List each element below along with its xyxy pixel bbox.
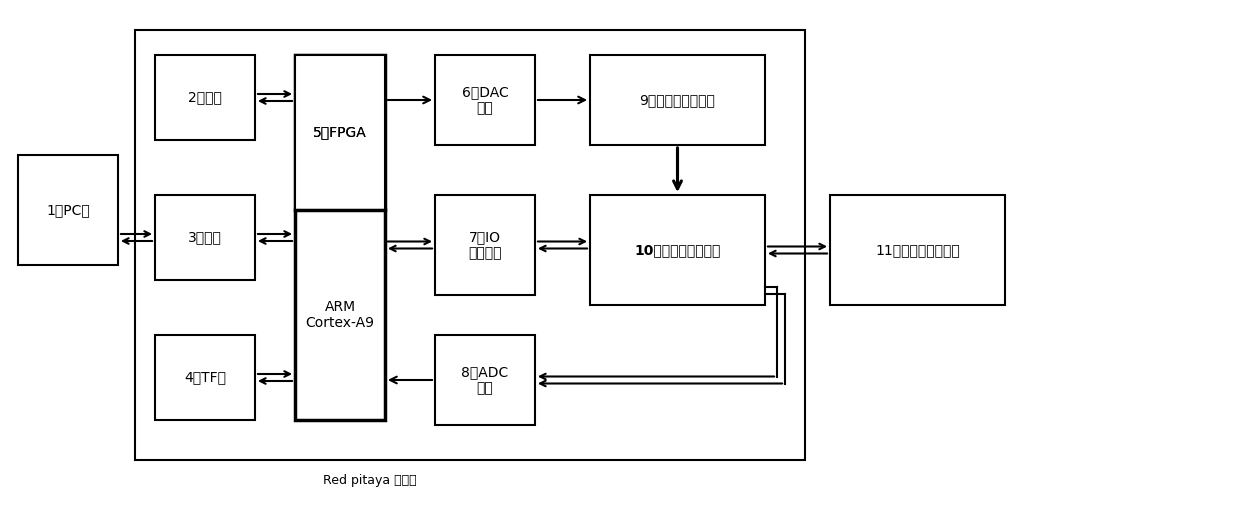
Text: 7、IO
扩展接口: 7、IO 扩展接口 xyxy=(469,230,502,260)
Bar xyxy=(295,55,384,420)
Text: 5、FPGA: 5、FPGA xyxy=(314,126,367,139)
Text: 10、多路复用器模块: 10、多路复用器模块 xyxy=(635,243,720,257)
Bar xyxy=(435,195,534,295)
Text: 9、压控恒流源模块: 9、压控恒流源模块 xyxy=(640,93,715,107)
Bar xyxy=(155,195,255,280)
Bar xyxy=(295,55,384,210)
Bar xyxy=(435,55,534,145)
Text: 1、PC机: 1、PC机 xyxy=(46,203,89,217)
Text: 5、FPGA: 5、FPGA xyxy=(314,126,367,139)
Bar xyxy=(590,195,765,305)
Text: 4、TF卡: 4、TF卡 xyxy=(184,371,226,384)
Bar xyxy=(830,195,1004,305)
Text: 3、网卡: 3、网卡 xyxy=(188,230,222,244)
Bar xyxy=(435,335,534,425)
Text: ARM
Cortex-A9: ARM Cortex-A9 xyxy=(305,300,374,330)
Bar xyxy=(135,30,805,460)
Text: 8、ADC
电路: 8、ADC 电路 xyxy=(461,365,508,395)
Bar xyxy=(19,155,118,265)
Text: 11、电极传感器阵列: 11、电极传感器阵列 xyxy=(875,243,960,257)
Bar xyxy=(590,55,765,145)
Bar xyxy=(155,55,255,140)
Text: Red pitaya 开发板: Red pitaya 开发板 xyxy=(322,474,417,487)
Text: 2、内存: 2、内存 xyxy=(188,90,222,105)
Text: 6、DAC
电路: 6、DAC 电路 xyxy=(461,85,508,115)
Bar xyxy=(155,335,255,420)
